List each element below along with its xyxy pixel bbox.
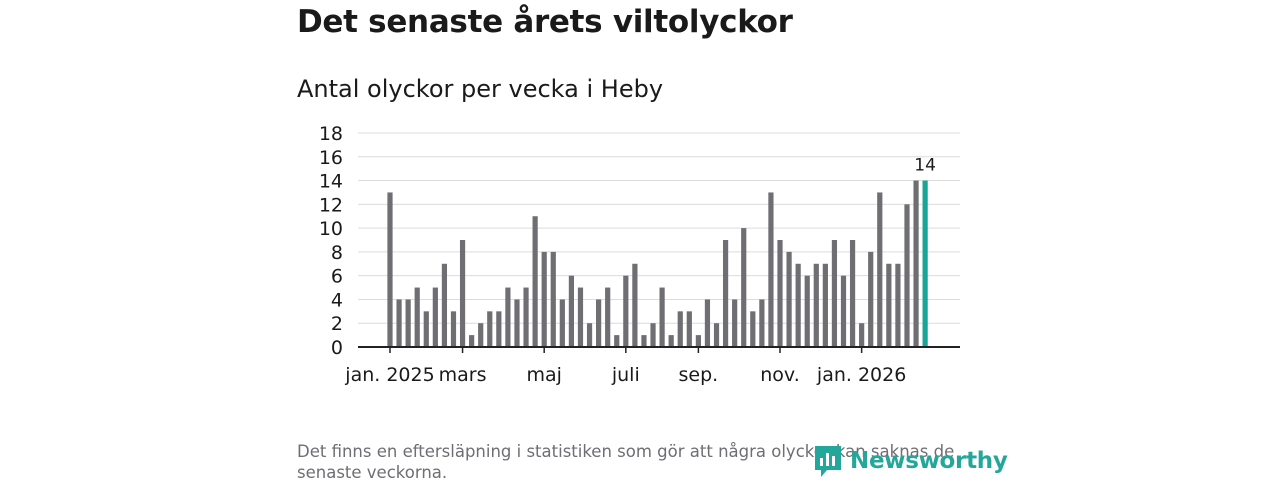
- bar: [432, 287, 438, 347]
- bar: [650, 323, 656, 347]
- bar: [577, 287, 584, 347]
- bar: [523, 287, 529, 347]
- newsworthy-logo[interactable]: Newsworthy: [813, 444, 1008, 478]
- bar: [777, 240, 783, 347]
- bar: [405, 299, 411, 347]
- y-tick-label: 14: [319, 171, 343, 193]
- bar: [868, 251, 874, 347]
- bar: [469, 335, 475, 347]
- y-tick-label: 12: [319, 194, 343, 216]
- y-tick-label: 2: [331, 313, 343, 335]
- bar: [632, 263, 638, 347]
- annotations: 14: [914, 156, 936, 176]
- bar: [759, 299, 765, 347]
- bar: [605, 287, 611, 347]
- bar: [614, 335, 620, 347]
- bar: [568, 275, 574, 347]
- bar: [496, 311, 502, 347]
- bar: [659, 287, 665, 347]
- bar: [913, 180, 919, 347]
- bar: [822, 263, 828, 347]
- y-tick-label: 0: [331, 337, 343, 359]
- bar: [541, 251, 547, 347]
- bar: [387, 192, 393, 347]
- bar: [423, 311, 429, 347]
- bar: [414, 287, 420, 347]
- x-tick-label: jan. 2026: [816, 364, 906, 386]
- bar: [804, 275, 810, 347]
- bar: [686, 311, 692, 347]
- x-tick-label: nov.: [760, 364, 799, 386]
- bar-highlight: [922, 180, 928, 347]
- bar: [641, 335, 647, 347]
- bars: [387, 180, 928, 347]
- y-tick-label: 18: [319, 123, 343, 145]
- bar: [514, 299, 520, 347]
- x-tick-label: juli: [611, 364, 640, 386]
- chart-title: Det senaste årets viltolyckor: [297, 4, 793, 40]
- bar: [895, 263, 901, 347]
- bar: [596, 299, 602, 347]
- newsworthy-logo-icon: [815, 446, 841, 477]
- newsworthy-logo-text: Newsworthy: [850, 448, 1008, 474]
- bar: [677, 311, 683, 347]
- y-tick-label: 4: [331, 289, 343, 311]
- bar: [478, 323, 484, 347]
- bar: [831, 240, 838, 347]
- bar: [441, 263, 448, 347]
- bar: [450, 311, 457, 347]
- bar: [849, 240, 856, 347]
- y-tick-label: 10: [319, 218, 343, 240]
- bar: [559, 299, 565, 347]
- bar: [904, 204, 910, 347]
- bar: [459, 240, 466, 347]
- bar: [505, 287, 511, 347]
- bar: [786, 251, 792, 347]
- bar: [713, 323, 720, 347]
- bar: [732, 299, 738, 347]
- bar: [668, 335, 674, 347]
- bar: [840, 275, 847, 347]
- bar: [586, 323, 593, 347]
- bar: [722, 240, 729, 347]
- bar: [396, 299, 402, 347]
- bar: [623, 275, 629, 347]
- x-tick-label: mars: [439, 364, 487, 386]
- bar: [487, 311, 493, 347]
- x-tick-label: sep.: [679, 364, 719, 386]
- x-tick-label: jan. 2025: [344, 364, 434, 386]
- x-tick-label: maj: [526, 364, 561, 386]
- bar: [550, 251, 556, 347]
- bar: [741, 228, 747, 347]
- y-tick-label: 6: [331, 266, 343, 288]
- bar: [877, 192, 883, 347]
- bar: [695, 335, 701, 347]
- x-axis: jan. 2025 mars maj juli sep. nov. jan. 2026: [344, 346, 960, 386]
- chart-subtitle: Antal olyckor per vecka i Heby: [297, 75, 664, 103]
- y-tick-label: 16: [319, 147, 343, 169]
- grid-lines: [358, 132, 960, 324]
- bar: [532, 216, 538, 347]
- bar: [886, 263, 892, 347]
- bar: [768, 192, 774, 347]
- bar: [813, 263, 819, 347]
- bar: [859, 323, 865, 347]
- footnote: Det finns en eftersläpning i statistiken…: [297, 442, 955, 482]
- bar: [795, 263, 801, 347]
- bar: [750, 311, 756, 347]
- y-tick-label: 8: [331, 242, 343, 264]
- bar: [704, 299, 711, 347]
- highlight-value-label: 14: [914, 156, 936, 176]
